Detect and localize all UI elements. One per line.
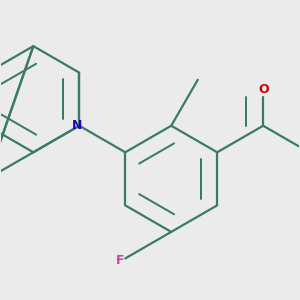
Text: O: O (259, 83, 269, 96)
Text: F: F (116, 254, 124, 267)
Text: N: N (72, 119, 83, 132)
